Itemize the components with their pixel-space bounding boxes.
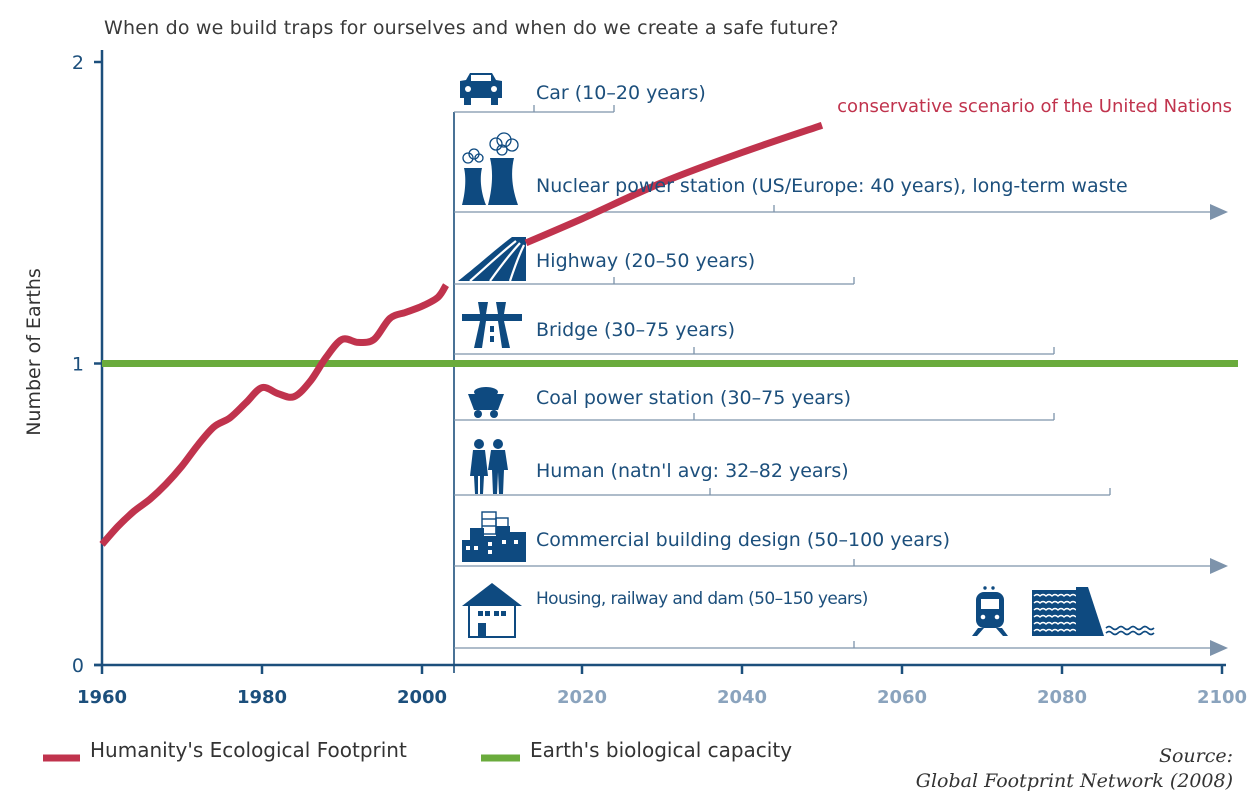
legend-footprint-label: Humanity's Ecological Footprint — [90, 738, 407, 762]
y-tick-label: 2 — [72, 52, 84, 74]
legend-biocapacity-label: Earth's biological capacity — [530, 738, 792, 762]
dam-wave — [1033, 600, 1077, 604]
lifespan-label: Coal power station (30–75 years) — [536, 387, 851, 409]
x-tick-label: 2100 — [1197, 687, 1247, 708]
dam-icon — [1032, 587, 1155, 636]
x-tick-label: 1980 — [237, 687, 287, 708]
buildings-icon — [462, 511, 526, 562]
house-icon — [462, 583, 522, 638]
train-icon — [972, 586, 1008, 636]
x-tick-label: 2060 — [877, 687, 927, 708]
dam-wave — [1033, 614, 1077, 618]
scenario-annotation: conservative scenario of the United Nati… — [837, 96, 1232, 117]
series-layer — [99, 121, 1238, 547]
lifespan-arrow — [1210, 204, 1228, 220]
nuclear-plant-icon — [462, 132, 519, 205]
lifespan-arrow — [1210, 558, 1228, 574]
source-label: Source: — [1159, 745, 1233, 767]
car-icon — [460, 73, 502, 105]
axes: 0 1 2 1960 1980 2000 2020 2040 2060 2080 2100 — [72, 50, 1247, 708]
y-tick-label: 0 — [72, 655, 84, 677]
legend: Humanity's Ecological Footprint Earth's … — [43, 738, 792, 762]
series-un-scenario — [524, 121, 824, 247]
people-icon — [470, 439, 508, 494]
dam-wave — [1033, 621, 1077, 625]
lifespan-label: Housing, railway and dam (50–150 years) — [536, 589, 868, 609]
lifespan-brackets — [454, 105, 1228, 656]
y-axis-label: Number of Earths — [23, 268, 45, 436]
lifespan-label: Commercial building design (50–100 years… — [536, 529, 950, 551]
x-tick-label: 2000 — [397, 687, 447, 708]
dam-wave — [1033, 593, 1077, 597]
lifespan-label: Highway (20–50 years) — [536, 250, 755, 272]
y-tick-label: 1 — [72, 354, 84, 376]
source-text: Global Footprint Network (2008) — [916, 770, 1233, 792]
chart-title: When do we build traps for ourselves and… — [104, 17, 839, 39]
lifespan-icons — [458, 73, 1155, 638]
series-footprint — [99, 283, 450, 547]
highway-icon — [458, 237, 526, 282]
x-tick-label: 2040 — [717, 687, 767, 708]
lifespan-label: Nuclear power station (US/Europe: 40 yea… — [536, 175, 1128, 197]
lifespan-label: Human (natn'l avg: 32–82 years) — [536, 460, 849, 482]
lifespan-label: Bridge (30–75 years) — [536, 319, 735, 341]
coal-cart-icon — [468, 387, 504, 418]
dam-wave — [1033, 628, 1077, 632]
x-tick-label: 2020 — [557, 687, 607, 708]
x-tick-label: 2080 — [1037, 687, 1087, 708]
lifespan-labels: Car (10–20 years) Nuclear power station (… — [536, 82, 1128, 609]
bridge-icon — [462, 302, 522, 348]
lifespan-arrow — [1210, 640, 1228, 656]
lifespan-label: Car (10–20 years) — [536, 82, 706, 104]
x-tick-label: 1960 — [77, 687, 127, 708]
dam-wave — [1033, 607, 1077, 611]
